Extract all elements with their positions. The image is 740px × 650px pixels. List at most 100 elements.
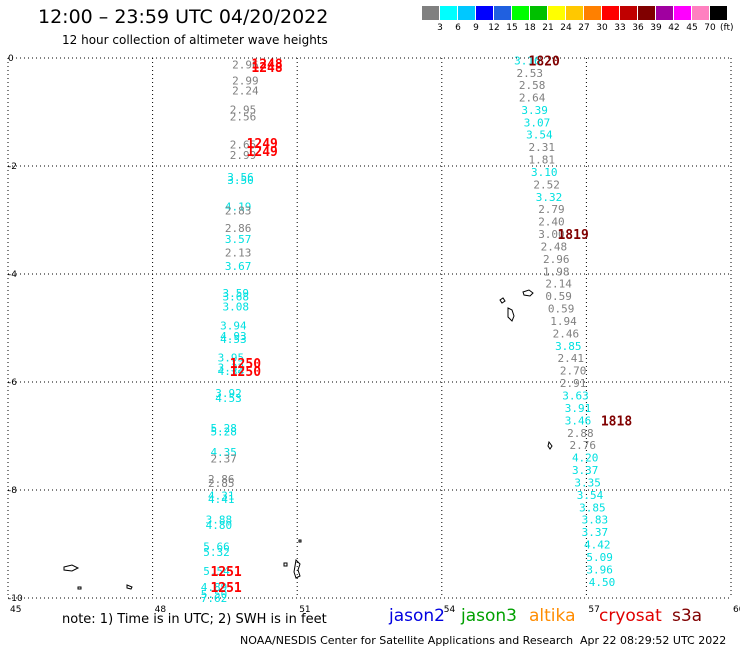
wave-height-label: 7.62 [201,592,228,605]
wave-height-label: 2.96 [543,253,570,266]
wave-height-label: 2.86 [225,222,252,235]
coastline-fragment [293,558,301,579]
legend-item-cryosat: cryosat [599,606,662,626]
wave-height-label: 3.67 [225,260,252,273]
wave-height-label: 4.50 [589,576,616,589]
wave-height-label: 3.08 [222,300,249,313]
wave-height-label: 2.14 [545,278,572,291]
wave-height-label: 3.35 [574,476,601,489]
wave-height-label: 4.42 [584,539,611,552]
wave-height-label: 2.83 [225,204,252,217]
color-scale-tick: 39 [650,23,662,33]
wave-height-label: 2.46 [553,327,580,340]
pass-time-label: 1250 [230,365,261,380]
wave-height-label: 2.24 [232,84,259,97]
wave-height-label: 3.54 [526,129,553,142]
wave-height-label: 3.59 [222,287,249,300]
wave-height-label: 2.86 [208,473,235,486]
pass-time-label: 1819 [557,228,588,243]
pass-time-label: 1251 [210,581,241,596]
wave-height-label: 5.28 [210,422,237,435]
wave-height-label: 3.94 [220,319,247,332]
coastline-fragment [547,440,553,450]
color-scale-tick: 36 [632,23,644,33]
color-swatch [638,6,655,20]
wave-height-label: 3.50 [227,174,254,187]
pass-time-label: 1820 [529,55,560,70]
wave-height-label: 3.39 [521,104,548,117]
wave-height-label: 2.31 [529,141,556,154]
x-tick-label: 48 [155,605,167,615]
wave-height-label: 1.98 [543,265,570,278]
chart-subtitle: 12 hour collection of altimeter wave hei… [62,33,328,47]
x-tick-label: 60 [733,605,740,615]
color-swatch [692,6,709,20]
wave-height-label: 3.96 [586,563,613,576]
wave-height-label: 3.16 [514,55,541,68]
pass-time-label: 1250 [230,357,261,372]
wave-height-label: 4.53 [215,392,242,405]
wave-height-label: 3.56 [227,171,254,184]
wave-height-label: 2.88 [567,427,594,440]
color-scale-tick: 30 [596,23,608,33]
pass-time-label: 1251 [210,565,241,580]
wave-height-label: 2.48 [541,240,568,253]
wave-height-label: 4.34 [218,365,245,378]
y-tick-label: -6 [8,378,17,388]
wave-height-label: 3.54 [577,489,604,502]
color-scale-tick: 21 [542,23,554,33]
coastline-fragment [77,586,82,590]
color-scale-tick: 27 [578,23,590,33]
wave-height-label: 4.31 [208,489,235,502]
color-scale-tick: 9 [473,23,479,33]
credit-text: NOAA/NESDIS Center for Satellite Applica… [240,634,574,647]
wave-height-label: 4.41 [208,493,235,506]
pass-time-label: 1249 [247,137,278,152]
color-swatch [422,6,439,20]
wave-height-label: 0.59 [548,303,575,316]
wave-height-label: 3.33 [218,361,245,374]
footer-note: note: 1) Time is in UTC; 2) SWH is in fe… [62,612,327,627]
color-swatch [512,6,529,20]
color-swatch [476,6,493,20]
wave-height-label: 3.63 [562,390,589,403]
color-swatch [710,6,727,20]
y-tick-label: 0 [8,54,14,64]
coastline-fragment [126,584,133,590]
wave-height-label: 3.37 [582,526,609,539]
color-scale-tick: 12 [488,23,500,33]
legend-item-jason2: jason2 [389,606,445,626]
wave-height-label: 3.46 [565,414,592,427]
wave-height-label: 3.57 [225,233,252,246]
wave-height-label: 2.70 [560,365,587,378]
color-swatch [494,6,511,20]
color-scale-tick: 33 [614,23,626,33]
wave-height-label: 2.95 [230,103,257,116]
wave-height-label: 2.53 [517,67,544,80]
wave-height-label: 5.32 [203,546,230,559]
wave-height-label: 4.89 [201,581,228,594]
x-tick-label: 54 [444,605,456,615]
coastline-fragment [298,539,302,543]
wave-height-label: 4.35 [210,446,237,459]
pass-time-label: 1818 [601,414,632,429]
wave-height-label: 0.59 [545,290,572,303]
wave-height-label: 2.58 [519,79,546,92]
color-scale-tick: 45 [686,23,698,33]
coastline-fragment [283,562,288,567]
wave-height-label: 3.10 [531,166,558,179]
color-scale-tick: 3 [437,23,443,33]
x-tick-label: 57 [588,605,599,615]
color-scale-tick: 18 [524,23,536,33]
wave-height-label: 3.85 [555,340,582,353]
x-tick-label: 45 [10,605,21,615]
wave-height-label: 3.83 [582,514,609,527]
color-swatch [458,6,475,20]
wave-height-label: 1.81 [529,154,556,167]
legend-item-jason3: jason3 [461,606,517,626]
wave-height-label: 5.50 [201,588,228,601]
color-scale-tick: 6 [455,23,461,33]
wave-height-label: 2.56 [230,110,257,123]
color-swatch [584,6,601,20]
